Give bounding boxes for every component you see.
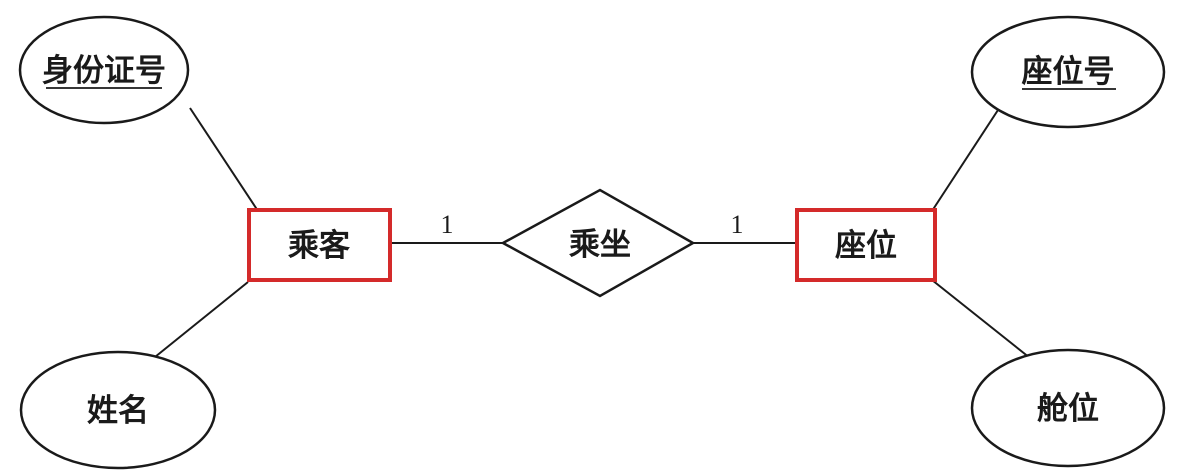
attribute-cabin: 舱位 xyxy=(970,348,1166,468)
attribute-name-shape xyxy=(19,350,217,470)
attribute-cabin-shape xyxy=(970,348,1166,468)
entity-seat-label: 座位 xyxy=(835,228,897,264)
attribute-id-number: 身份证号 xyxy=(18,15,190,125)
attribute-id-number-shape xyxy=(18,15,190,125)
line-cabin-to-seat xyxy=(931,279,1031,359)
relationship-ride-label: 乘坐 xyxy=(569,227,631,263)
attribute-name: 姓名 xyxy=(19,350,217,470)
entity-passenger-label: 乘客 xyxy=(288,228,350,264)
entity-passenger: 乘客 xyxy=(247,208,392,282)
line-seat-number-to-seat xyxy=(931,109,999,212)
attribute-name-label: 姓名 xyxy=(87,393,149,429)
entity-passenger-box xyxy=(247,208,392,282)
attribute-seat-number-label: 座位号 xyxy=(1022,54,1115,90)
connector-lines xyxy=(154,107,1031,359)
attribute-seat-number-shape xyxy=(970,15,1166,129)
entity-seat-box xyxy=(795,208,937,282)
line-name-to-passenger xyxy=(154,281,249,358)
attribute-seat-number: 座位号 xyxy=(970,15,1166,129)
cardinality-seat-side: 1 xyxy=(731,210,744,239)
cardinality-passenger-side: 1 xyxy=(441,210,454,239)
relationship-ride: 乘坐 xyxy=(500,188,696,298)
entity-seat: 座位 xyxy=(795,208,937,282)
attribute-id-number-label: 身份证号 xyxy=(42,53,166,89)
line-id-number-to-passenger xyxy=(189,107,259,212)
attribute-cabin-label: 舱位 xyxy=(1037,391,1099,427)
relationship-ride-diamond xyxy=(500,188,696,298)
